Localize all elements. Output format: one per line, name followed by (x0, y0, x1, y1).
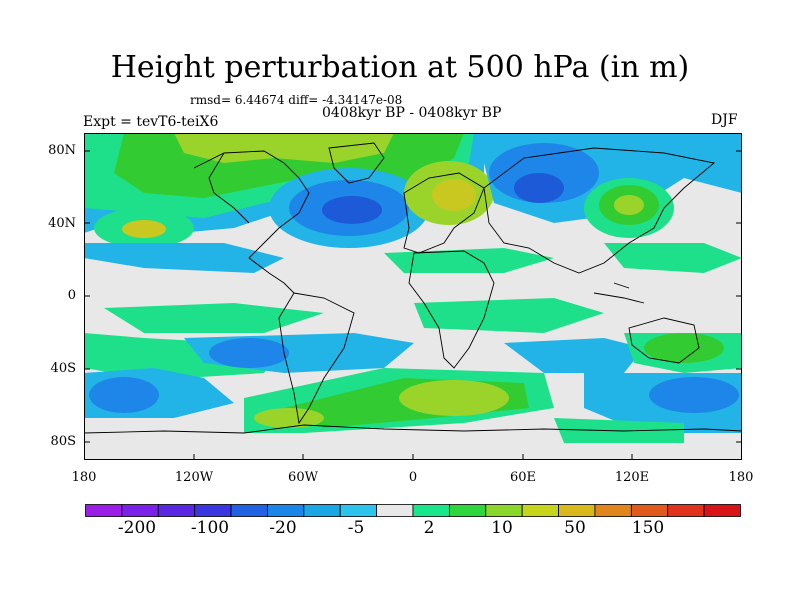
legend-label: 2 (423, 518, 435, 538)
lat-label-40n: 40N (48, 216, 76, 231)
legend-swatch (339, 504, 378, 517)
legend-swatch (667, 504, 705, 517)
legend-swatch (594, 504, 632, 517)
legend-label: -5 (347, 518, 365, 538)
season-label: DJF (711, 112, 738, 128)
lat-label-40s: 40S (50, 361, 76, 376)
lon-label-60e: 60E (509, 470, 537, 485)
legend-swatch (703, 504, 741, 517)
legend-swatch (448, 504, 487, 517)
legend-label: -200 (117, 518, 157, 538)
lon-label-180e: 180 (728, 470, 754, 485)
legend-label: 50 (564, 518, 586, 538)
lon-label-0: 0 (408, 470, 418, 485)
legend-swatch (376, 504, 414, 517)
legend-label: -100 (190, 518, 230, 538)
stats-text: rmsd= 6.44674 diff= -4.34147e-08 (190, 93, 403, 107)
period-label: 0408kyr BP - 0408kyr BP (322, 105, 502, 121)
legend-swatch (412, 504, 450, 517)
lon-label-180w: 180 (71, 470, 97, 485)
legend-swatch (303, 504, 341, 517)
legend-swatch (521, 504, 559, 517)
legend-swatch (157, 504, 196, 517)
color-legend (85, 504, 741, 517)
experiment-label: Expt = tevT6-teiX6 (83, 114, 219, 130)
legend-swatch (267, 504, 305, 517)
lat-label-0: 0 (67, 288, 76, 303)
map-panel (84, 133, 742, 460)
legend-swatch (230, 504, 268, 517)
legend-swatch (630, 504, 669, 517)
lon-label-60w: 60W (288, 470, 318, 485)
legend-swatch (558, 504, 596, 517)
lon-label-120e: 120E (614, 470, 650, 485)
plot-title: Height perturbation at 500 hPa (in m) (110, 50, 690, 85)
legend-label: 10 (491, 518, 513, 538)
legend-swatch (194, 504, 232, 517)
legend-swatch (485, 504, 523, 517)
legend-swatch (121, 504, 159, 517)
legend-label: 150 (631, 518, 665, 538)
coastlines (84, 142, 742, 434)
legend-label: -20 (269, 518, 297, 538)
lat-label-80n: 80N (48, 143, 76, 158)
legend-swatch (85, 504, 123, 517)
lon-label-120w: 120W (174, 470, 214, 485)
lat-label-80s: 80S (50, 434, 76, 449)
